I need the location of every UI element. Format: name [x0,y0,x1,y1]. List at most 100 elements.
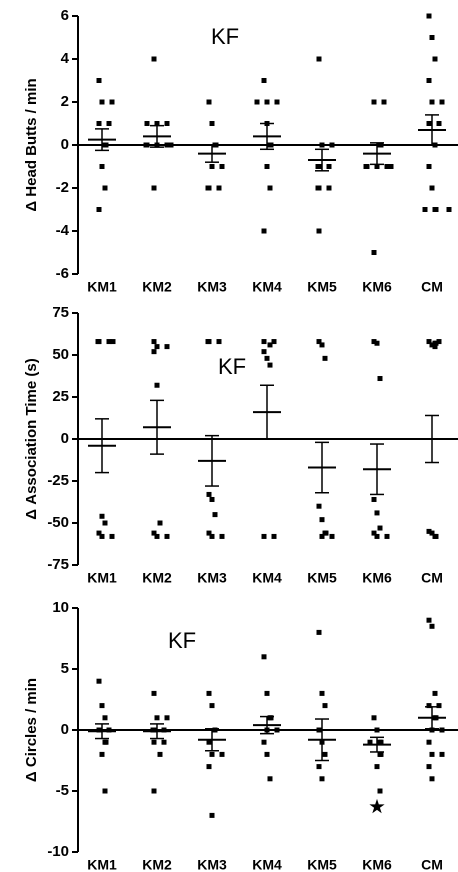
data-point [363,164,369,169]
data-point [426,13,432,19]
error-bar [315,718,329,762]
data-point [209,164,215,169]
data-point [96,530,102,536]
data-point [319,517,325,523]
data-point [374,727,380,733]
data-point [374,510,380,516]
x-tick-label: CM [421,570,443,586]
data-point [384,164,390,169]
data-point [206,764,212,770]
data-point [446,207,452,212]
data-point [439,751,445,757]
data-point [205,185,211,191]
data-point [209,496,215,502]
data-point [110,339,116,345]
data-point [102,185,108,191]
y-tick-label: 50 [52,346,69,363]
data-point [164,715,170,721]
data-point [99,99,105,105]
annotation: KF [211,24,239,49]
data-point [151,185,157,191]
error-bar [370,736,384,753]
data-point [371,496,377,502]
y-tick-label: 5 [61,660,69,677]
y-tick-label: 75 [52,304,69,321]
data-point [161,727,167,733]
data-point [381,99,387,105]
data-point [106,339,112,345]
y-tick-label: -10 [47,843,69,860]
data-point [261,654,267,660]
annotation: KF [168,628,196,653]
y-tick-label: -50 [47,514,69,531]
data-point [374,764,380,770]
y-tick-label: 0 [61,721,69,738]
data-point [106,727,112,733]
data-point [102,715,108,721]
data-point [429,185,435,191]
y-tick-label: 0 [61,430,69,447]
data-point [103,739,109,745]
data-point [109,533,115,539]
data-point [151,739,157,745]
data-point [426,528,432,534]
y-tick-label: -25 [47,472,69,489]
data-point [264,99,270,105]
data-point [164,344,170,350]
error-bar [425,414,439,464]
data-point [316,764,322,770]
data-point [254,99,260,105]
data-point [261,739,267,745]
data-point [102,788,108,794]
error-bar [315,441,329,494]
data-point [315,185,321,191]
data-point [219,751,225,757]
data-point [429,727,435,733]
data-point [103,142,109,148]
data-point [429,35,435,40]
data-point [432,344,438,350]
data-point [439,99,445,105]
y-tick-label: 2 [61,93,69,110]
data-point [151,690,157,696]
data-point [426,764,432,770]
x-tick-label: KM4 [252,279,282,295]
error-bar [205,144,219,163]
data-point [264,690,270,696]
data-point [216,185,222,191]
data-point [154,344,160,350]
data-point [377,525,383,531]
data-point [323,530,329,536]
error-bar [315,148,329,172]
x-tick-label: KM6 [362,857,392,872]
y-tick-label: -75 [47,556,69,573]
data-point [316,629,322,635]
y-tick-label: -6 [56,265,69,282]
data-point [106,121,112,126]
data-point [426,78,432,83]
data-point [374,340,380,346]
data-point [161,739,167,745]
data-point [209,703,215,709]
data-point [151,339,157,345]
data-point [377,788,383,794]
x-tick-label: KM4 [252,570,282,586]
error-bar [370,443,384,496]
x-tick-label: KM6 [362,570,392,586]
data-point [371,250,377,255]
data-point [436,121,442,126]
x-tick-label: KM1 [87,279,117,295]
data-point [99,703,105,709]
error-bar [95,723,109,740]
data-point [436,339,442,345]
x-tick-label: KM3 [197,570,227,586]
data-point [319,142,325,148]
data-point [154,121,160,126]
data-point [371,715,377,721]
data-point [267,362,273,368]
data-point [151,56,157,62]
data-point [267,185,273,191]
data-point [261,349,267,355]
data-point [426,339,432,345]
